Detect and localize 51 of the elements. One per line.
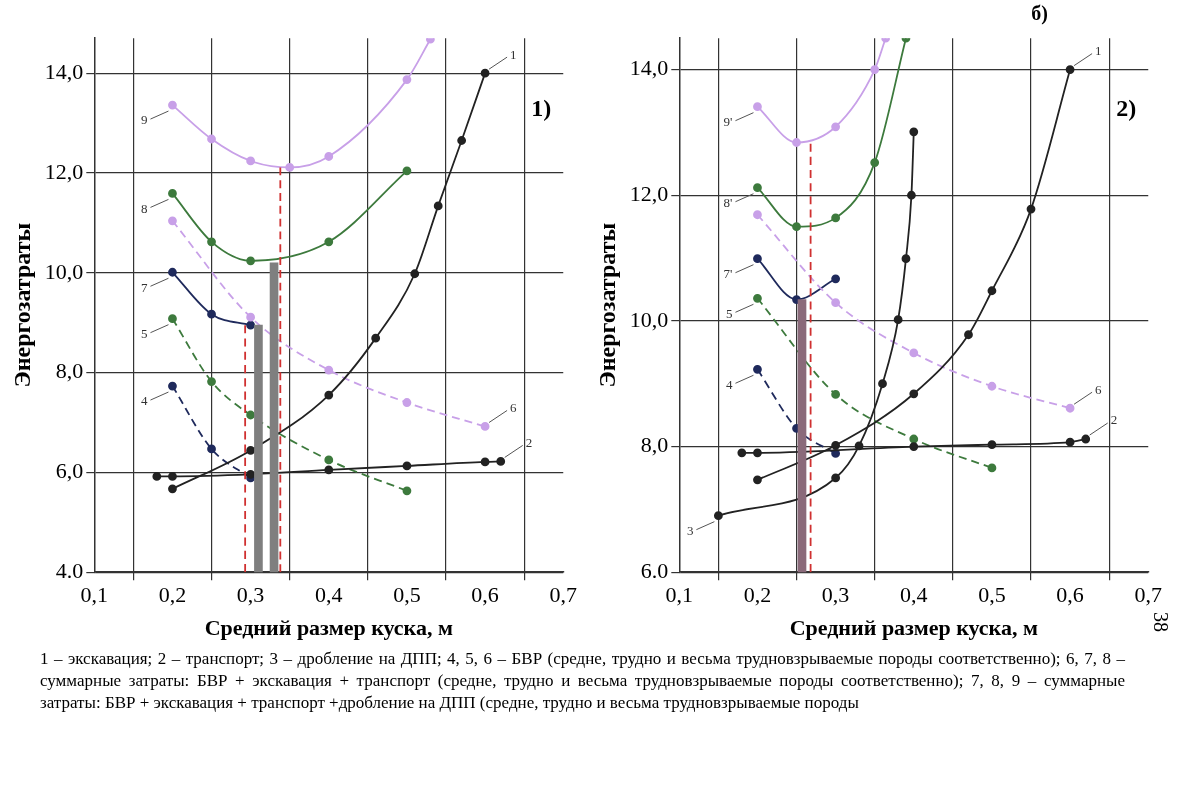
series-label: 7' <box>723 266 733 282</box>
text: б) <box>1031 2 1048 25</box>
series-label: 6 <box>1095 381 1103 397</box>
y-tick-label: 6.0 <box>640 557 669 583</box>
x-tick-label: 0,1 <box>665 582 694 608</box>
text: 1 – экскавация; 2 – транспорт; 3 – дробление на ДПП; 4, 5, 6 – БВР (средне, трудно и весьма трудновзрываемые породы соответственно); 6, 7, 8 – суммарные затраты: БВР + экскавация + транспорт (средне, трудно и весьма трудновзрываемые породы соответственно); 7, 8, 9 – суммарные затраты: БВР + экскавация + транспорт +дробление на ДПП (средне, трудно и весьма трудновзрываемые породы <box>40 648 1125 714</box>
y-tick-label: 8,0 <box>640 432 669 458</box>
y-tick-label: 12,0 <box>629 181 669 207</box>
series-label: 7 <box>140 279 148 295</box>
series-label: 9 <box>140 112 148 128</box>
y-tick-label: 8,0 <box>55 358 84 384</box>
y-tick-label: 12,0 <box>44 158 84 184</box>
x-tick-label: 0,5 <box>978 582 1006 608</box>
series-label: 2 <box>525 434 533 450</box>
text: 38 <box>1149 612 1172 632</box>
x-tick-label: 0,3 <box>821 582 850 608</box>
y-tick-label: 4.0 <box>55 557 84 583</box>
x-tick-label: 0,4 <box>315 582 343 608</box>
x-tick-label: 0,2 <box>158 582 187 608</box>
series-label: 4 <box>725 376 733 392</box>
series-label: 8' <box>723 195 733 211</box>
y-tick-label: 10,0 <box>629 306 669 332</box>
x-tick-label: 0,6 <box>471 582 499 608</box>
x-tick-label: 0,3 <box>236 582 265 608</box>
series-label: 5 <box>725 305 733 321</box>
series-label: 2 <box>1110 412 1118 428</box>
series-label: 5 <box>140 326 148 342</box>
x-tick-label: 0,5 <box>393 582 421 608</box>
series-label: 6 <box>510 399 518 415</box>
y-axis-title: Энергозатраты <box>593 222 620 388</box>
x-tick-label: 0,2 <box>743 582 772 608</box>
y-tick-label: 6,0 <box>55 458 84 484</box>
y-tick-label: 10,0 <box>44 258 84 284</box>
series-label: 8 <box>140 200 148 216</box>
series-label: 9' <box>723 114 733 130</box>
series-label: 1 <box>510 46 517 62</box>
x-axis-title: Средний размер куска, м <box>789 615 1038 641</box>
series-label: 4 <box>140 393 148 409</box>
series-label: 3 <box>686 523 694 539</box>
y-tick-label: 14,0 <box>629 55 669 81</box>
x-tick-label: 0,7 <box>1134 582 1162 608</box>
text: 1) <box>531 95 552 122</box>
x-tick-label: 0,6 <box>1056 582 1084 608</box>
y-tick-label: 14,0 <box>44 58 84 84</box>
x-tick-label: 0,1 <box>80 582 109 608</box>
y-axis-title: Энергозатраты <box>8 222 35 388</box>
text: 2) <box>1116 95 1137 122</box>
x-tick-label: 0,7 <box>549 582 577 608</box>
x-axis-title: Средний размер куска, м <box>204 615 453 641</box>
x-tick-label: 0,4 <box>900 582 928 608</box>
series-label: 1 <box>1095 43 1102 59</box>
